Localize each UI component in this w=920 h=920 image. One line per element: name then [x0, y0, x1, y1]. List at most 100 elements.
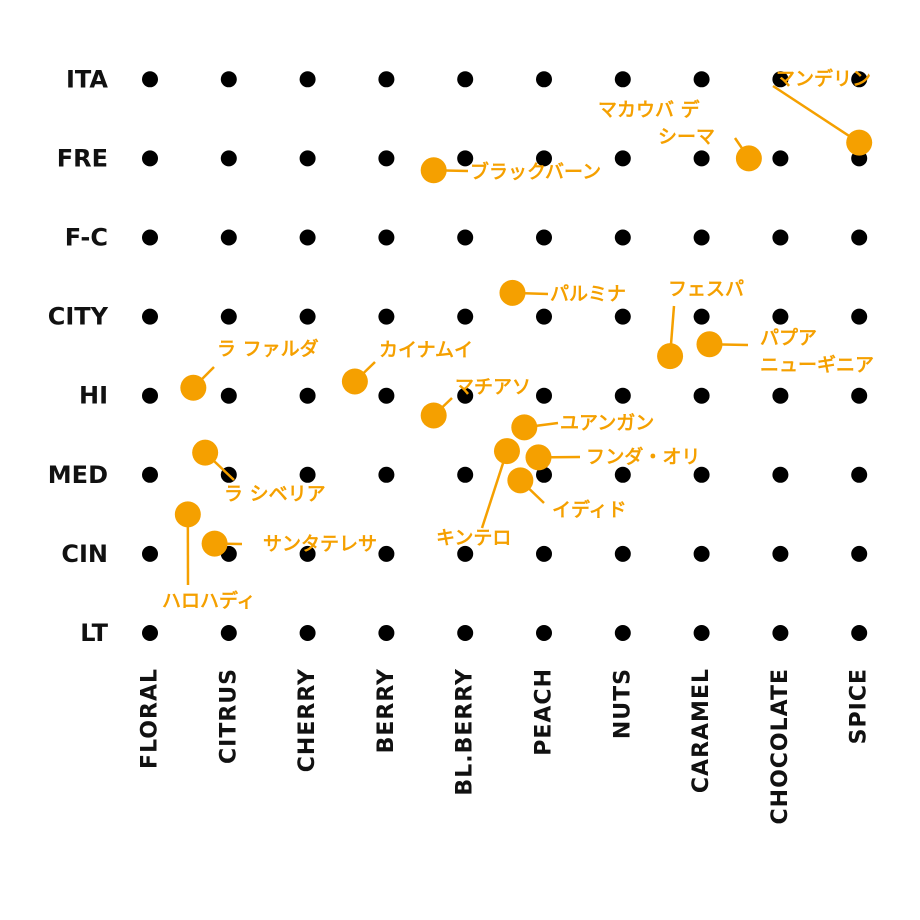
coffee-point-group: ユアンガン: [511, 412, 654, 441]
grid-dot: [693, 545, 710, 562]
grid-dot: [220, 387, 237, 404]
coffee-point-group: カイナムイ: [341, 339, 473, 395]
grid-dot: [378, 229, 395, 246]
x-tick-label: CHOCOLATE: [768, 668, 793, 824]
grid-dot: [851, 387, 868, 404]
x-tick-label: SPICE: [847, 668, 872, 744]
grid-dot: [614, 308, 631, 325]
grid-dot: [693, 229, 710, 246]
grid-dot: [693, 308, 710, 325]
grid-dot: [220, 71, 237, 88]
grid-dot: [772, 71, 789, 88]
x-tick-label: NUTS: [610, 668, 635, 739]
coffee-point: [493, 438, 520, 465]
coffee-point: [174, 501, 201, 528]
y-tick-label: CIN: [61, 540, 108, 568]
grid-dot: [378, 545, 395, 562]
grid-dot: [772, 308, 789, 325]
coffee-point-group: ブラックバーン: [420, 157, 601, 184]
coffee-point: [507, 467, 534, 494]
grid-dot: [457, 545, 474, 562]
x-tick-label: CHERRY: [295, 668, 320, 772]
coffee-point: [180, 374, 207, 401]
grid-dot: [378, 308, 395, 325]
grid-dot: [536, 545, 552, 562]
grid-dot: [220, 150, 237, 167]
grid-dot: [772, 387, 789, 404]
grid-dot: [142, 71, 158, 88]
grid-dot: [299, 71, 316, 88]
grid-dot: [851, 229, 868, 246]
grid-dot: [693, 71, 710, 88]
grid-dot: [299, 387, 316, 404]
grid-dot: [142, 387, 158, 404]
grid-dot: [614, 625, 631, 641]
coffee-point-label: ハロハディ: [162, 589, 256, 612]
coffee-point: [735, 145, 762, 172]
grid-dot: [378, 387, 395, 404]
leader-line: [772, 84, 860, 144]
coffee-point-label: ニューギニア: [760, 354, 874, 376]
coffee-point-group: サンタテレサ: [201, 530, 377, 557]
grid-dot: [614, 71, 631, 88]
coffee-point-label: イディド: [552, 498, 627, 521]
coffee-point-label: パプア: [760, 326, 817, 349]
grid-dot: [299, 229, 316, 246]
grid-dot: [772, 545, 789, 562]
grid-dot: [693, 625, 710, 641]
x-tick-label: FLORAL: [138, 668, 163, 769]
leader-line: [480, 450, 509, 529]
coffee-point-label: ブラックバーン: [470, 160, 601, 183]
grid-dot: [142, 466, 158, 483]
coffee-point-group: パルミナ: [499, 279, 626, 306]
grid-dot: [378, 625, 395, 641]
coffee-point-label: カイナムイ: [379, 339, 473, 361]
coffee-point: [846, 129, 873, 156]
x-axis-tick-labels: FLORAL CITRUS CHERRY BERRY BL.BERRY PEACH NUTS…: [138, 668, 872, 825]
grid-dot: [536, 308, 552, 325]
coffee-point-group: ラ ファルダ: [180, 337, 319, 401]
coffee-point: [420, 157, 447, 184]
grid-dot: [536, 150, 552, 167]
coffee-point: [192, 439, 219, 466]
grid-dot: [693, 466, 710, 483]
grid-dots: [142, 71, 868, 641]
grid-dot: [614, 229, 631, 246]
coffee-point: [696, 331, 723, 358]
grid-dot: [457, 229, 474, 246]
grid-dot: [378, 466, 395, 483]
coffee-point-label: シーマ: [658, 126, 715, 148]
coffee-point-label: ラ ファルダ: [217, 337, 319, 360]
y-tick-label: CITY: [48, 303, 109, 331]
grid-dot: [851, 625, 868, 641]
grid-dot: [299, 625, 316, 641]
coffee-point: [341, 368, 368, 395]
grid-dot: [457, 308, 474, 325]
grid-dot: [772, 625, 789, 641]
coffee-point: [420, 402, 447, 429]
grid-dot: [851, 308, 868, 325]
grid-dot: [220, 625, 237, 641]
y-tick-label: ITA: [66, 65, 108, 93]
coffee-point-group: マンデリン: [772, 67, 873, 156]
coffee-point: [657, 343, 684, 370]
grid-dot: [851, 71, 868, 88]
grid-dot: [220, 229, 237, 246]
grid-dot: [457, 387, 474, 404]
coffee-point-label: フェスパ: [668, 278, 744, 300]
grid-dot: [299, 308, 316, 325]
coffee-point-group: フェスパ: [657, 278, 744, 370]
coffee-point-group: マチアソ: [420, 376, 531, 429]
grid-dot: [772, 466, 789, 483]
grid-dot: [536, 229, 552, 246]
y-tick-label: MED: [48, 461, 108, 489]
coffee-point: [201, 530, 228, 557]
grid-dot: [693, 150, 710, 167]
y-tick-label: F-C: [65, 224, 108, 252]
coffee-point: [525, 444, 552, 471]
coffee-point-label: ユアンガン: [560, 412, 654, 434]
grid-dot: [772, 150, 789, 167]
